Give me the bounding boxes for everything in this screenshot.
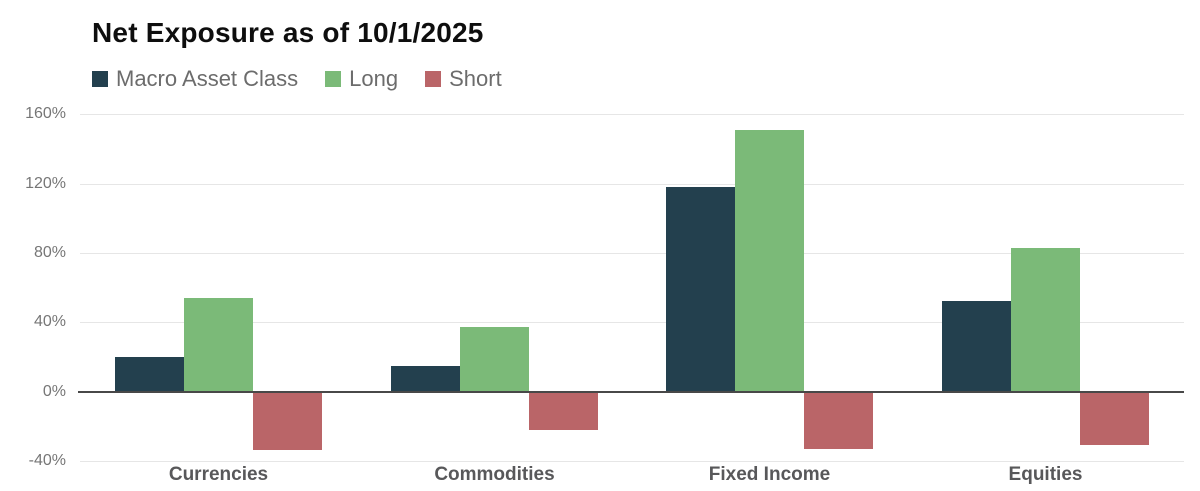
x-axis-label-currencies: Currencies <box>168 464 269 485</box>
legend-item-short: Short <box>425 66 502 92</box>
legend-swatch-icon <box>92 71 108 87</box>
y-axis-tick-label: 160% <box>25 105 66 122</box>
gridline-120 <box>80 184 1184 185</box>
gridline-40 <box>80 322 1184 323</box>
bar-short-equities <box>1080 391 1149 446</box>
y-axis-tick-label: 40% <box>33 313 66 330</box>
bar-macro-asset-class-currencies <box>115 356 184 392</box>
chart-legend: Macro Asset Class Long Short <box>92 66 502 92</box>
zero-axis-line <box>78 390 1184 393</box>
bar-long-commodities <box>460 327 529 392</box>
chart-title: Net Exposure as of 10/1/2025 <box>92 17 484 48</box>
bar-long-currencies <box>184 297 253 392</box>
x-axis-label-fixed-income: Fixed Income <box>708 464 831 485</box>
legend-item-long: Long <box>325 66 398 92</box>
bar-short-fixed-income <box>804 391 873 449</box>
legend-label: Short <box>449 66 502 91</box>
x-axis-label-commodities: Commodities <box>434 464 555 485</box>
bar-short-commodities <box>529 391 598 430</box>
gridline-160 <box>80 114 1184 115</box>
y-axis-tick-label: 80% <box>33 244 66 261</box>
bar-short-currencies <box>253 391 322 451</box>
gridline--40 <box>80 461 1184 462</box>
y-axis-tick-label: 0% <box>42 383 66 400</box>
bar-long-fixed-income <box>735 129 804 392</box>
bar-macro-asset-class-equities <box>942 301 1011 392</box>
bar-macro-asset-class-commodities <box>391 365 460 392</box>
y-axis-tick-label: 120% <box>25 175 66 192</box>
legend-label: Macro Asset Class <box>116 66 299 91</box>
y-axis-tick-label: -40% <box>28 452 66 469</box>
bar-long-equities <box>1011 247 1080 392</box>
legend-swatch-icon <box>425 71 442 87</box>
gridline-80 <box>80 253 1184 254</box>
x-axis-label-equities: Equities <box>1008 464 1083 485</box>
legend-label: Long <box>349 66 399 91</box>
legend-swatch-icon <box>325 71 342 87</box>
bar-macro-asset-class-fixed-income <box>666 187 735 392</box>
legend-item-macro-asset-class: Macro Asset Class <box>92 66 298 92</box>
